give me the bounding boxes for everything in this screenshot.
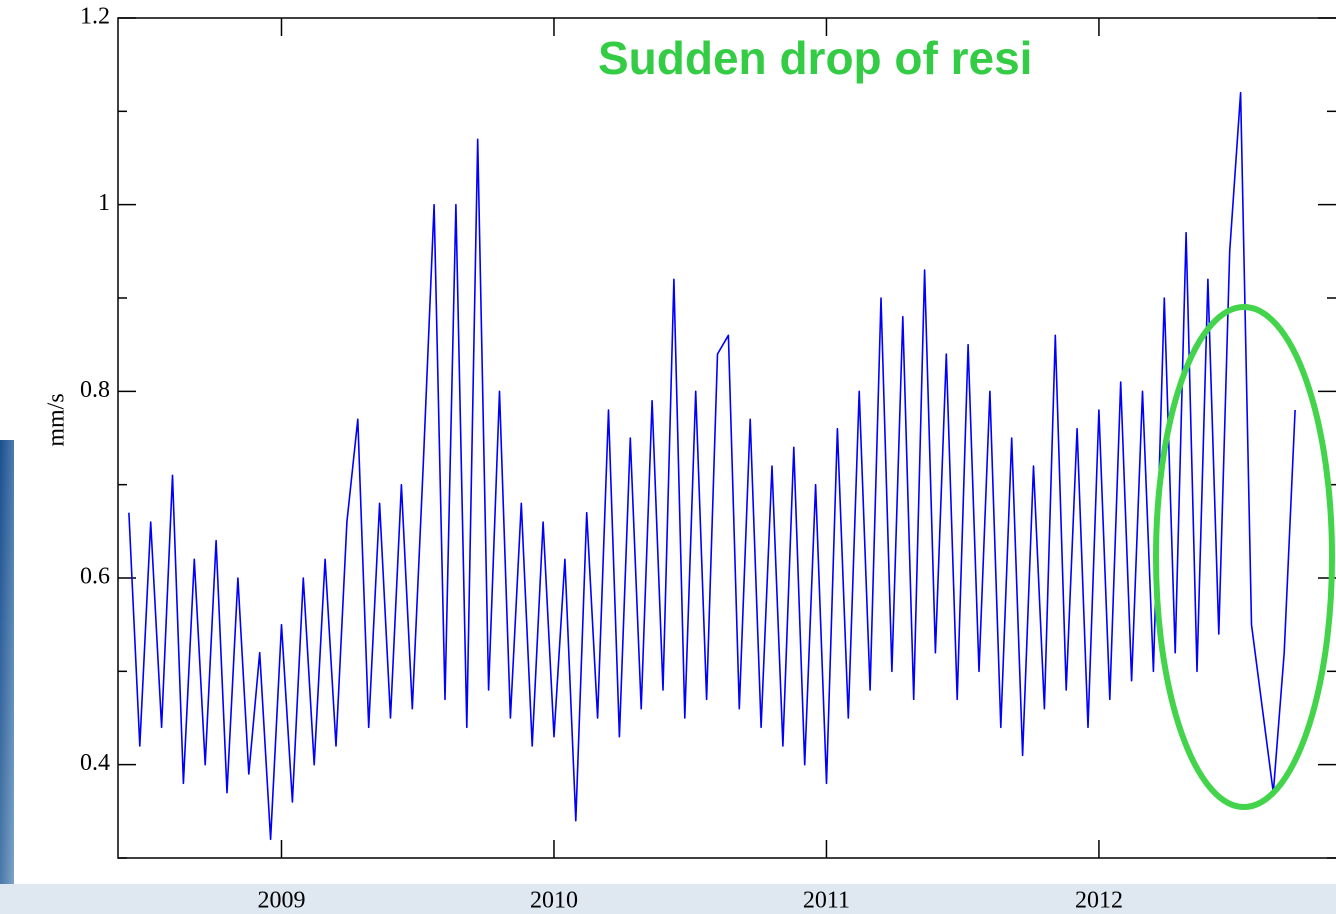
y-tick-label: 1 xyxy=(98,190,110,216)
x-tick-label: 2011 xyxy=(803,888,850,914)
y-tick-label: 1.2 xyxy=(80,4,110,30)
background-band xyxy=(0,884,1336,914)
y-tick-label: 0.8 xyxy=(80,377,110,403)
x-tick-label: 2012 xyxy=(1075,888,1123,914)
x-tick-label: 2010 xyxy=(530,888,578,914)
page: mm/s Sudden drop of resi 0.4 0.6 0.8 1 1.2 20… xyxy=(0,0,1336,914)
annotation: Sudden drop of resi xyxy=(598,32,1032,84)
data-line xyxy=(129,93,1295,840)
y-tick-label: 0.6 xyxy=(80,564,110,590)
x-tick-label: 2009 xyxy=(257,888,305,914)
plot-frame xyxy=(118,18,1336,858)
highlight-ellipse xyxy=(1156,307,1332,807)
y-tick-label: 0.4 xyxy=(80,750,110,776)
background-strip xyxy=(0,440,14,914)
y-axis-label: mm/s xyxy=(44,393,70,446)
chart: mm/s Sudden drop of resi 0.4 0.6 0.8 1 1.2 20… xyxy=(0,0,1336,914)
